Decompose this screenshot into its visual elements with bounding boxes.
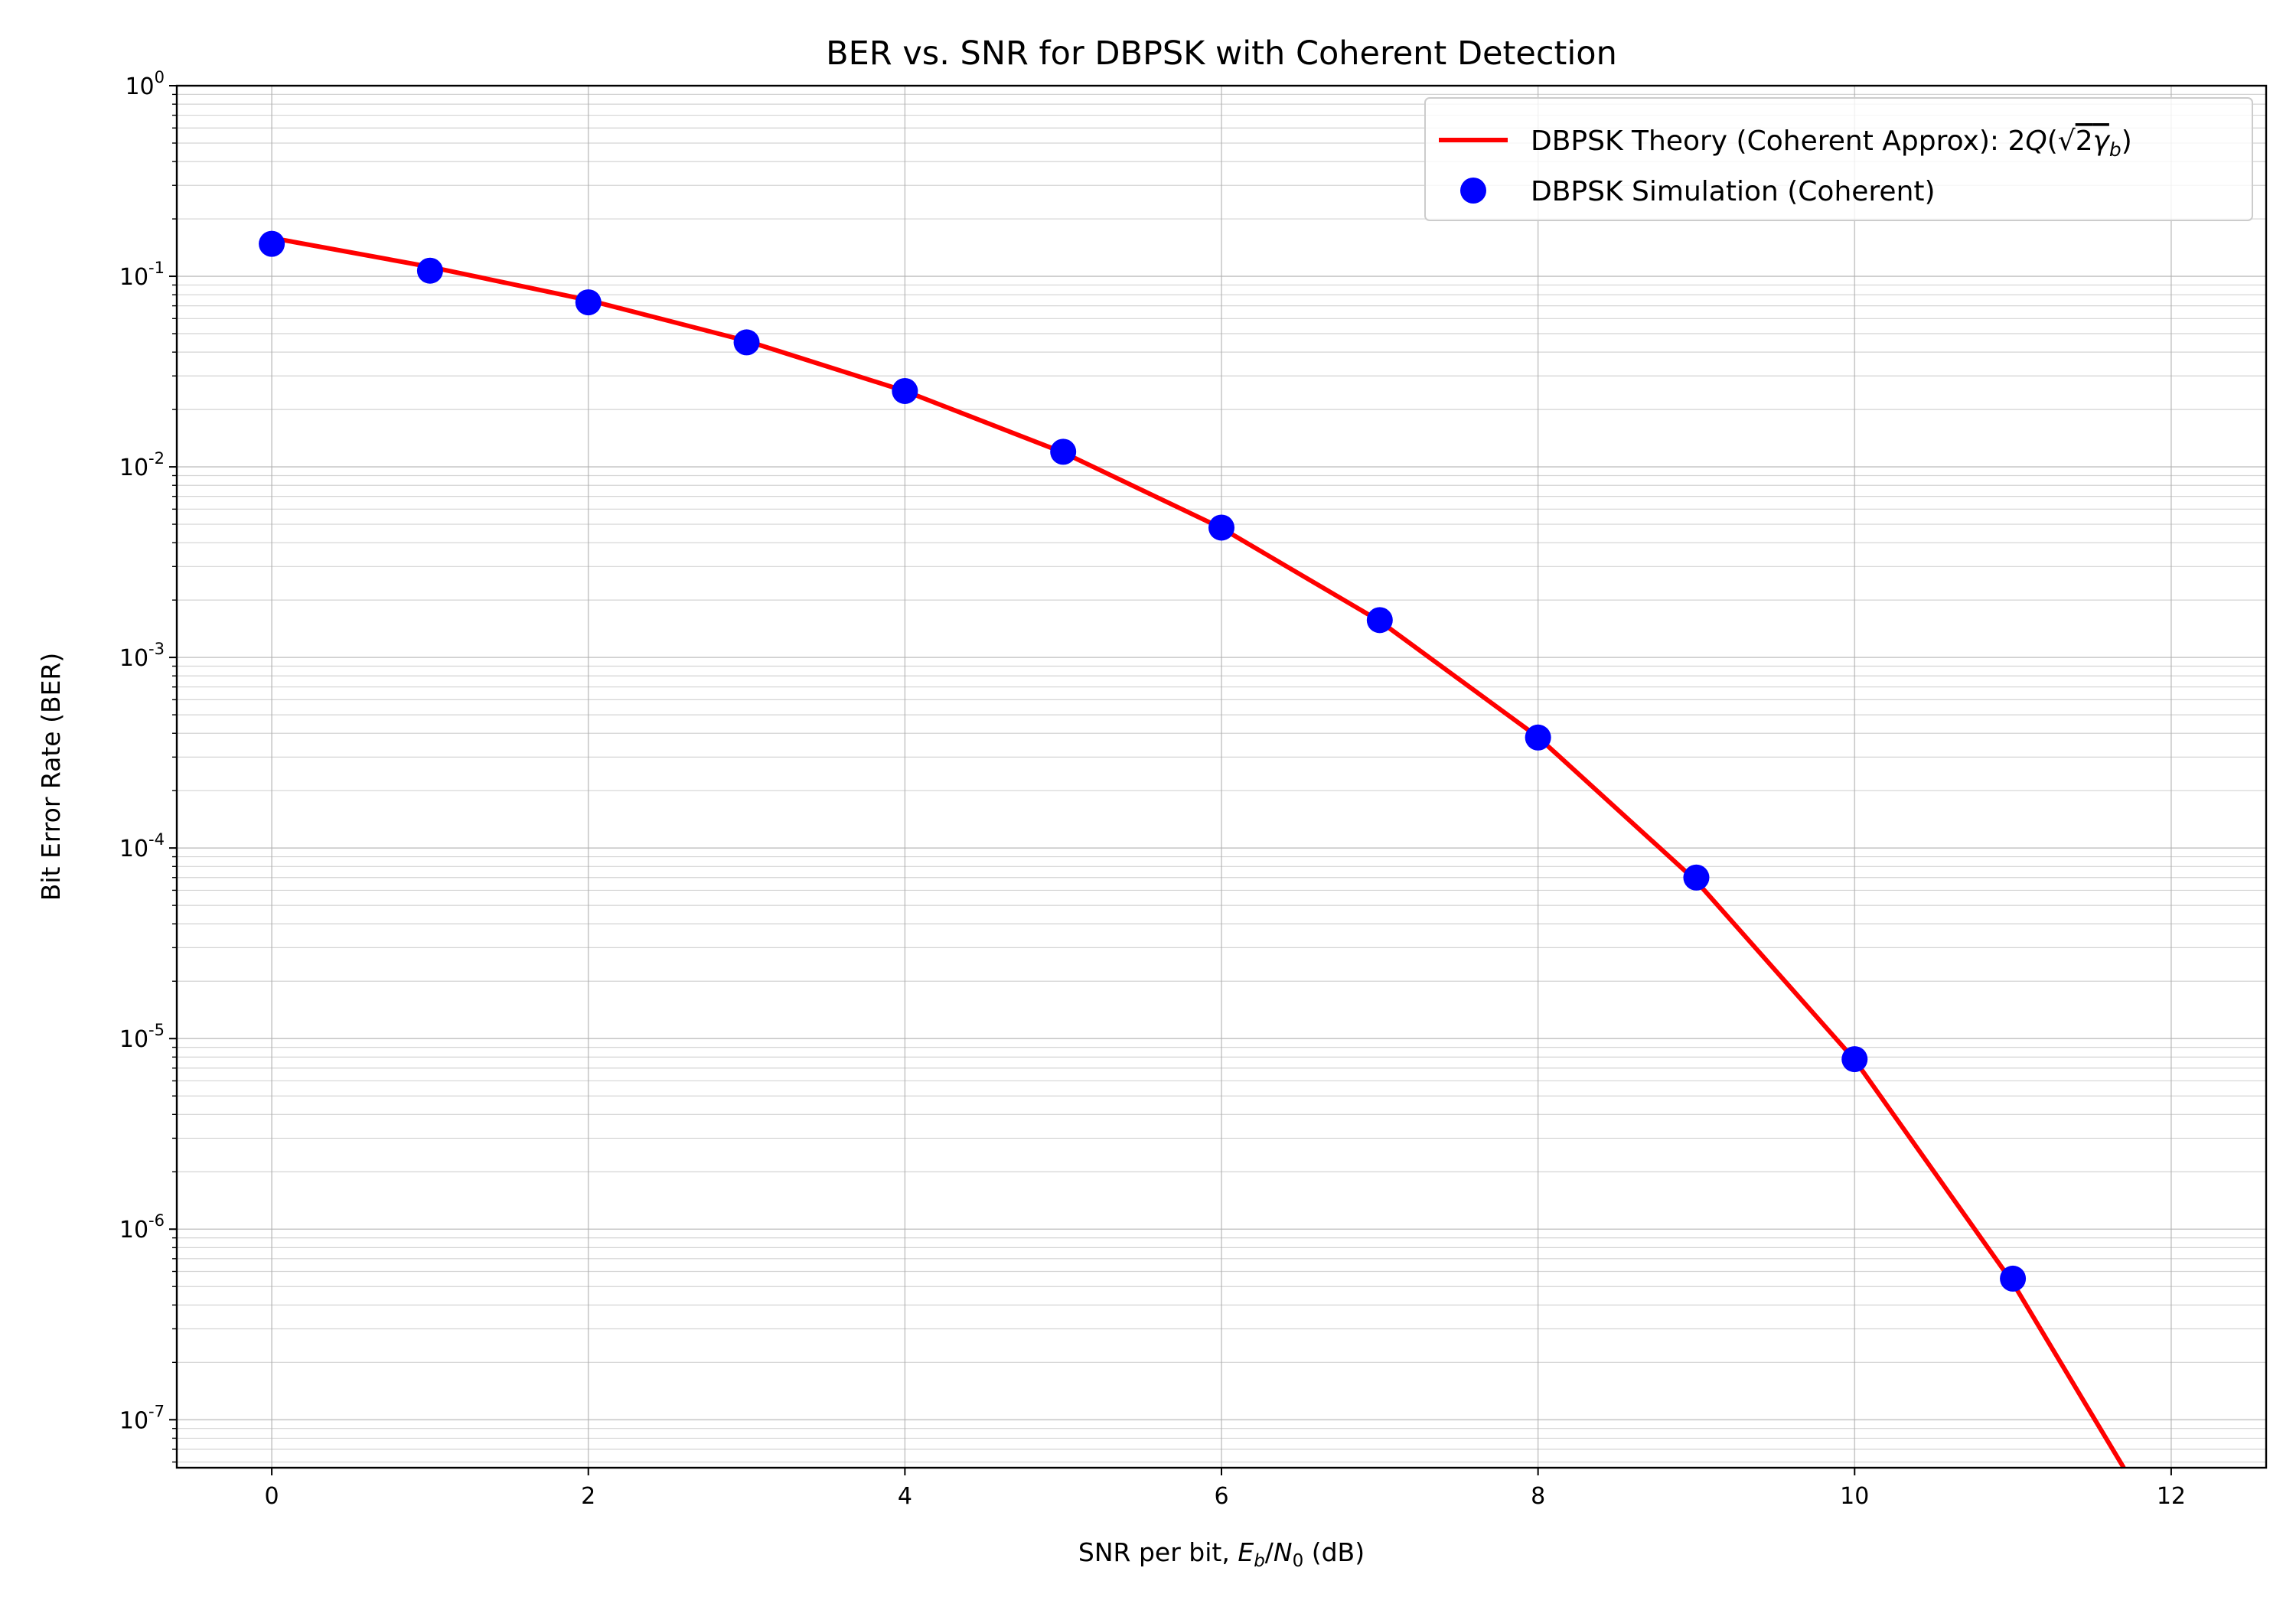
y-tick-label: 10-5 — [119, 1021, 165, 1053]
y-tick-label: 10-4 — [119, 830, 165, 862]
x-tick-label: 4 — [898, 1483, 912, 1510]
y-tick-label: 10-3 — [119, 640, 165, 672]
legend-simulation-marker-swatch — [1460, 178, 1486, 204]
simulation-point — [733, 329, 760, 356]
x-tick-label: 12 — [2157, 1483, 2186, 1510]
x-tick-label: 2 — [581, 1483, 595, 1510]
simulation-point — [416, 257, 443, 284]
simulation-point — [1683, 864, 1710, 891]
legend: DBPSK Theory (Coherent Approx): 2Q(√2γb)… — [1424, 97, 2253, 221]
y-tick-label: 10-2 — [119, 449, 165, 481]
tick-layer: 0 2 4 6 8 10 12 100 10-1 10-2 10-3 10-4 10-5 10-6 10-7 — [119, 68, 2186, 1510]
simulation-point — [259, 230, 285, 257]
legend-simulation-label: DBPSK Simulation (Coherent) — [1531, 176, 1936, 207]
simulation-point — [1841, 1046, 1868, 1073]
y-tick-label: 100 — [125, 68, 165, 100]
simulation-point — [2000, 1265, 2027, 1292]
x-axis-label: SNR per bit, Eb/N0 (dB) — [1078, 1537, 1365, 1571]
simulation-point — [1050, 438, 1077, 465]
simulation-point — [892, 377, 918, 404]
series-layer — [259, 230, 2126, 1469]
x-tick-label: 6 — [1214, 1483, 1228, 1510]
y-tick-label: 10-7 — [119, 1402, 165, 1434]
simulation-point — [1208, 514, 1234, 541]
simulation-point — [575, 289, 602, 316]
chart-title: BER vs. SNR for DBPSK with Coherent Dete… — [826, 34, 1617, 73]
legend-box — [1424, 97, 2253, 221]
x-tick-label: 10 — [1840, 1483, 1869, 1510]
grid-layer — [177, 85, 2266, 1468]
y-tick-label: 10-6 — [119, 1211, 165, 1244]
y-axis-label: Bit Error Rate (BER) — [36, 653, 66, 901]
simulation-point — [1366, 607, 1393, 634]
simulation-point — [1525, 724, 1551, 751]
x-tick-label: 8 — [1531, 1483, 1545, 1510]
legend-theory-label: DBPSK Theory (Coherent Approx): 2Q(√2γb) — [1531, 125, 2132, 161]
x-tick-label: 0 — [265, 1483, 279, 1510]
y-tick-label: 10-1 — [119, 259, 165, 291]
